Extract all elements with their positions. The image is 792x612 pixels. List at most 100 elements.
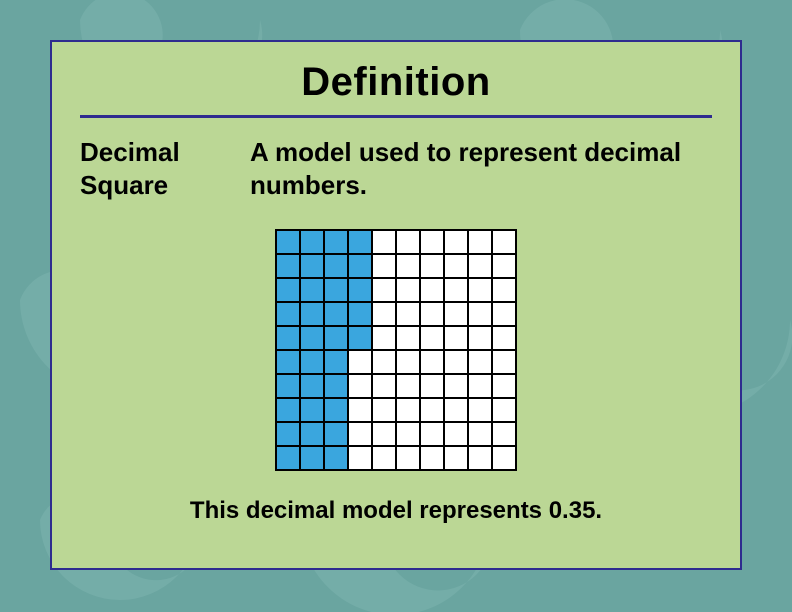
- grid-cell: [372, 374, 396, 398]
- grid-cell: [372, 278, 396, 302]
- grid-cell: [372, 422, 396, 446]
- grid-cell: [396, 230, 420, 254]
- grid-cell: [276, 326, 300, 350]
- grid-cell: [324, 278, 348, 302]
- grid-cell: [396, 398, 420, 422]
- grid-cell: [444, 398, 468, 422]
- grid-cell: [468, 230, 492, 254]
- grid-cell: [324, 302, 348, 326]
- grid-cell: [348, 302, 372, 326]
- grid-cell: [396, 422, 420, 446]
- grid-cell: [420, 374, 444, 398]
- grid-cell: [444, 254, 468, 278]
- grid-cell: [348, 398, 372, 422]
- grid-cell: [324, 350, 348, 374]
- grid-cell: [348, 374, 372, 398]
- term-line2: Square: [80, 170, 168, 200]
- grid-cell: [300, 278, 324, 302]
- grid-cell: [420, 302, 444, 326]
- grid-cell: [300, 326, 324, 350]
- grid-cell: [372, 350, 396, 374]
- grid-cell: [324, 398, 348, 422]
- grid-cell: [444, 302, 468, 326]
- grid-cell: [324, 422, 348, 446]
- grid-cell: [372, 230, 396, 254]
- grid-cell: [324, 374, 348, 398]
- grid-cell: [348, 350, 372, 374]
- grid-cell: [396, 446, 420, 470]
- grid-cell: [348, 326, 372, 350]
- grid-cell: [492, 254, 516, 278]
- grid-cell: [492, 302, 516, 326]
- grid-cell: [444, 374, 468, 398]
- grid-cell: [492, 230, 516, 254]
- grid-cell: [492, 422, 516, 446]
- grid-cell: [444, 278, 468, 302]
- grid-cell: [396, 302, 420, 326]
- grid-cell: [492, 278, 516, 302]
- grid-cell: [492, 326, 516, 350]
- grid-cell: [348, 254, 372, 278]
- grid-cell: [372, 398, 396, 422]
- figure-caption: This decimal model represents 0.35.: [80, 497, 712, 525]
- grid-cell: [300, 422, 324, 446]
- grid-cell: [492, 350, 516, 374]
- grid-cell: [468, 398, 492, 422]
- grid-cell: [420, 326, 444, 350]
- decimal-square-grid: [275, 229, 517, 471]
- grid-cell: [348, 422, 372, 446]
- term-line1: Decimal: [80, 137, 180, 167]
- title-divider: [80, 115, 712, 118]
- grid-cell: [420, 350, 444, 374]
- grid-cell: [492, 398, 516, 422]
- grid-cell: [396, 350, 420, 374]
- grid-cell: [444, 350, 468, 374]
- grid-cell: [396, 326, 420, 350]
- grid-cell: [372, 326, 396, 350]
- grid-cell: [492, 374, 516, 398]
- grid-cell: [420, 422, 444, 446]
- grid-cell: [300, 230, 324, 254]
- grid-cell: [420, 230, 444, 254]
- grid-cell: [444, 422, 468, 446]
- grid-cell: [420, 254, 444, 278]
- card-title: Definition: [80, 60, 712, 105]
- grid-cell: [396, 278, 420, 302]
- grid-cell: [324, 230, 348, 254]
- grid-cell: [468, 350, 492, 374]
- grid-cell: [276, 230, 300, 254]
- grid-cell: [276, 254, 300, 278]
- grid-cell: [468, 302, 492, 326]
- grid-cell: [348, 278, 372, 302]
- grid-cell: [444, 446, 468, 470]
- content-row: Decimal Square A model used to represent…: [80, 136, 712, 201]
- grid-cell: [276, 398, 300, 422]
- grid-cell: [276, 446, 300, 470]
- definition-text: A model used to represent decimal number…: [250, 136, 712, 201]
- grid-cell: [300, 446, 324, 470]
- grid-cell: [468, 254, 492, 278]
- grid-cell: [468, 278, 492, 302]
- grid-cell: [324, 326, 348, 350]
- grid-cell: [276, 350, 300, 374]
- grid-cell: [396, 374, 420, 398]
- grid-cell: [276, 374, 300, 398]
- grid-cell: [324, 254, 348, 278]
- grid-cell: [444, 230, 468, 254]
- grid-cell: [300, 254, 324, 278]
- grid-cell: [300, 398, 324, 422]
- grid-cell: [468, 326, 492, 350]
- grid-cell: [300, 302, 324, 326]
- grid-cell: [276, 302, 300, 326]
- grid-cell: [372, 302, 396, 326]
- grid-cell: [276, 422, 300, 446]
- grid-cell: [348, 230, 372, 254]
- grid-cell: [300, 374, 324, 398]
- grid-cell: [468, 374, 492, 398]
- grid-cell: [300, 350, 324, 374]
- grid-cell: [420, 398, 444, 422]
- term-label: Decimal Square: [80, 136, 220, 201]
- grid-cell: [396, 254, 420, 278]
- grid-cell: [324, 446, 348, 470]
- grid-cell: [468, 446, 492, 470]
